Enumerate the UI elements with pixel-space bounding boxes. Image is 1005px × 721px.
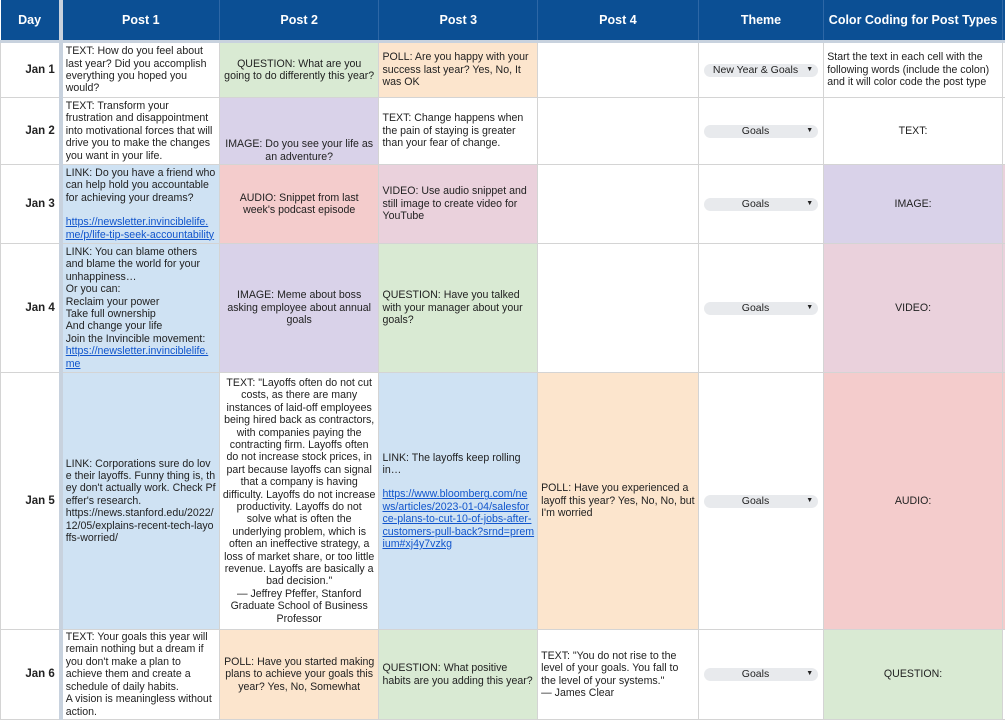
post-cell[interactable]: POLL: Have you started making plans to a… [218,629,380,720]
post-cell[interactable]: QUESTION: What are you going to do diffe… [218,41,380,98]
theme-value: Goals [741,668,770,681]
header-post-2[interactable]: Post 2 [219,0,380,43]
dropdown-arrow-icon: ▼ [806,496,814,504]
color-coding-cell[interactable]: AUDIO: [823,372,1003,630]
day-cell[interactable]: Jan 1 [0,41,63,98]
day-cell[interactable]: Jan 5 [0,372,63,630]
dropdown-arrow-icon: ▼ [806,65,814,73]
header-post-3[interactable]: Post 3 [378,0,539,43]
post-cell[interactable] [537,164,699,244]
post-text: LINK: Do you have a friend who can help … [65,166,216,204]
table-row: Jan 4 LINK: You can blame others and bla… [0,243,1005,373]
theme-cell[interactable]: Goals ▼ [697,243,825,373]
theme-dropdown[interactable]: Goals ▼ [703,197,819,211]
theme-cell[interactable]: Goals ▼ [697,372,825,630]
post-cell[interactable]: AUDIO: Snippet from last week's podcast … [218,164,380,244]
theme-cell[interactable]: Goals ▼ [697,97,825,165]
table-row: Jan 6 TEXT: Your goals this year will re… [0,629,1005,720]
day-cell[interactable]: Jan 2 [0,97,63,165]
color-coding-cell[interactable]: IMAGE: [823,164,1003,244]
post-cell[interactable] [537,41,699,98]
post-cell[interactable]: POLL: Are you happy with your success la… [378,41,539,98]
theme-value: Goals [741,124,770,137]
post-cell[interactable]: TEXT: "You do not rise to the level of y… [537,629,699,720]
theme-value: Goals [741,301,770,314]
theme-dropdown[interactable]: Goals ▼ [703,494,819,508]
table-row: Jan 2 TEXT: Transform your frustration a… [0,97,1005,165]
theme-dropdown[interactable]: Goals ▼ [703,668,819,681]
theme-value: Goals [741,197,770,210]
overflow-cell [1001,629,1005,720]
post-text: LINK: The layoffs keep rolling in… [382,451,521,476]
theme-cell[interactable]: New Year & Goals ▼ [697,41,825,98]
header-color-coding[interactable]: Color Coding for Post Types [823,0,1003,43]
post-link[interactable]: https://newsletter.invinciblelife.me [65,345,209,370]
color-coding-cell[interactable]: QUESTION: [823,629,1003,720]
day-cell[interactable]: Jan 4 [0,243,63,373]
post-cell[interactable] [537,97,699,165]
color-coding-cell[interactable]: Start the text in each cell with the fol… [823,41,1003,98]
header-post-4[interactable]: Post 4 [537,0,699,43]
post-cell[interactable] [537,243,699,373]
color-coding-cell[interactable]: VIDEO: [823,243,1003,373]
post-cell[interactable]: TEXT: Change happens when the pain of st… [378,97,539,165]
post-cell[interactable]: LINK: Do you have a friend who can help … [60,164,220,244]
header-day[interactable]: Day [0,0,63,43]
post-cell[interactable]: VIDEO: Use audio snippet and still image… [378,164,539,244]
post-cell[interactable]: TEXT: "Layoffs often do not cut costs, a… [218,372,380,630]
theme-cell[interactable]: Goals ▼ [697,164,825,244]
theme-dropdown[interactable]: Goals ▼ [703,301,819,315]
table-row: Jan 5 LINK: Corporations sure do love th… [0,372,1005,630]
post-link[interactable]: https://www.bloomberg.com/news/articles/… [382,488,535,551]
header-overflow [1002,0,1005,43]
color-coding-cell[interactable]: TEXT: [823,97,1003,165]
post-cell[interactable]: TEXT: Your goals this year will remain n… [60,629,220,720]
post-cell[interactable]: IMAGE: Do you see your life as an advent… [218,97,380,165]
post-cell[interactable]: LINK: You can blame others and blame the… [60,243,220,373]
post-text: LINK: You can blame others and blame the… [65,245,206,345]
post-cell[interactable]: TEXT: How do you feel about last year? D… [60,41,220,98]
theme-dropdown[interactable]: Goals ▼ [703,124,819,138]
dropdown-arrow-icon: ▼ [806,303,814,311]
dropdown-arrow-icon: ▼ [806,670,814,678]
post-cell[interactable]: IMAGE: Meme about boss asking employee a… [218,243,380,373]
table-row: Jan 1 TEXT: How do you feel about last y… [0,41,1005,98]
post-link[interactable]: https://newsletter.invinciblelife.me/p/l… [65,216,215,241]
theme-value: New Year & Goals [712,63,799,76]
theme-dropdown[interactable]: New Year & Goals ▼ [703,63,819,77]
day-cell[interactable]: Jan 6 [0,629,63,720]
header-post-1[interactable]: Post 1 [60,0,220,43]
day-cell[interactable]: Jan 3 [0,164,63,244]
theme-value: Goals [741,494,770,507]
post-cell[interactable]: LINK: The layoffs keep rolling in… https:… [378,372,539,630]
post-cell[interactable]: QUESTION: What positive habits are you a… [378,629,539,720]
post-cell[interactable]: LINK: Corporations sure do love their la… [60,372,220,630]
dropdown-arrow-icon: ▼ [806,199,814,207]
dropdown-arrow-icon: ▼ [806,126,814,134]
header-theme[interactable]: Theme [698,0,825,43]
post-cell[interactable]: QUESTION: Have you talked with your mana… [378,243,539,373]
post-cell[interactable]: TEXT: Transform your frustration and dis… [60,97,220,165]
post-cell[interactable]: POLL: Have you experienced a layoff this… [537,372,699,630]
header-row: Day Post 1 Post 2 Post 3 Post 4 Theme Co… [0,0,1005,43]
theme-cell[interactable]: Goals ▼ [697,629,825,720]
table-row: Jan 3 LINK: Do you have a friend who can… [0,164,1005,244]
